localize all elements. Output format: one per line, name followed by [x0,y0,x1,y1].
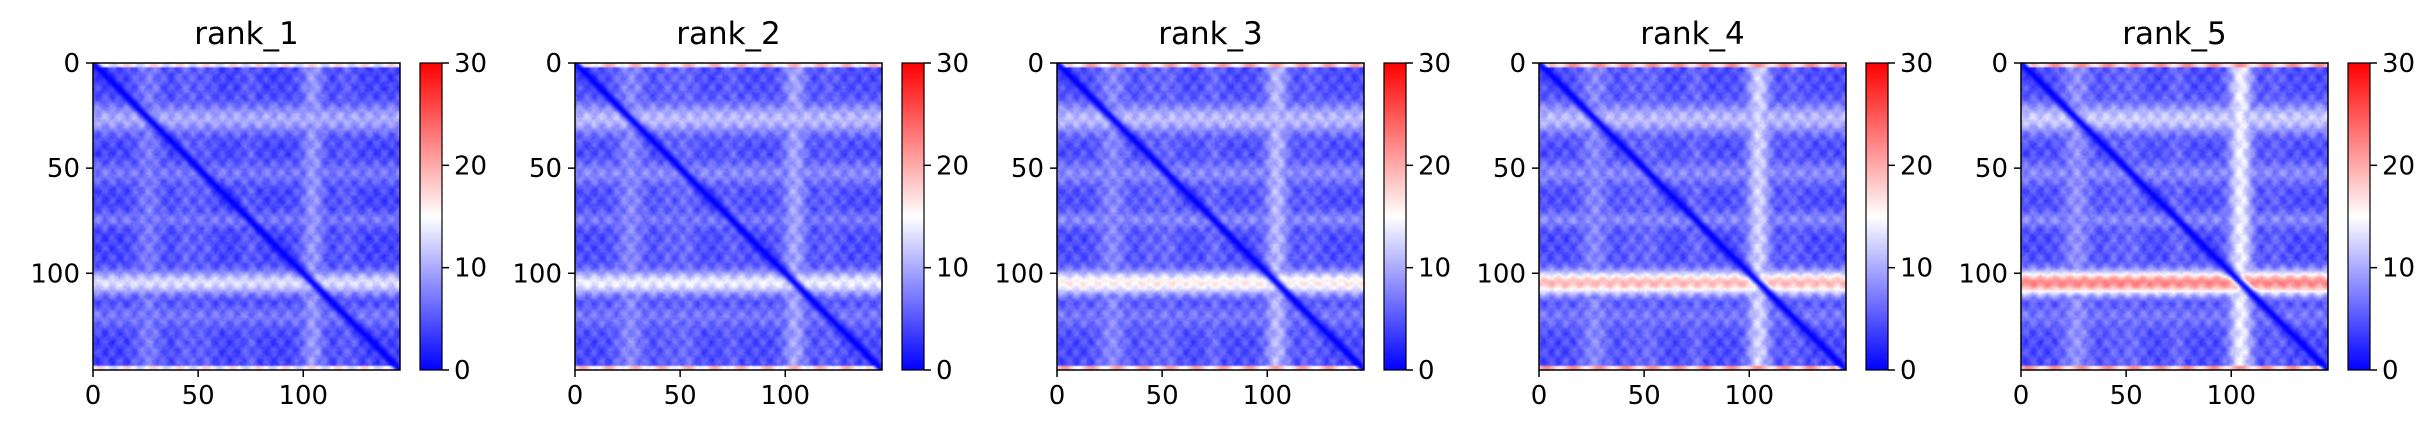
y-tick-label: 100 [30,259,80,289]
y-tick-label: 50 [1011,154,1044,184]
plot-frame [1538,62,1847,371]
y-tick-label: 50 [1975,154,2008,184]
heatmap-panel-3: rank_3 0 50 100 0 50 100 0 10 20 30 [994,16,1451,411]
colorbar-tick-label: 0 [936,356,953,386]
colorbar-tick-label: 10 [1418,254,1451,284]
heatmap-image [1539,63,1846,370]
panel-title: rank_3 [1158,16,1263,52]
y-tick-label: 50 [47,154,80,184]
x-tick-label: 100 [2206,381,2256,411]
plot-frame [574,62,883,371]
colorbar-tick-label: 0 [1900,356,1917,386]
x-tick-label: 0 [567,381,584,411]
y-tick-label: 0 [1991,49,2008,79]
y-tick-label: 100 [512,259,562,289]
colorbar-tick-label: 20 [1900,151,1933,181]
colorbar-tick-label: 30 [936,49,969,79]
plot-frame [92,62,401,371]
heatmap-panel-4: rank_4 0 50 100 0 50 100 0 10 20 30 [1476,16,1933,411]
colorbar [2347,62,2371,371]
y-tick-label: 0 [63,49,80,79]
heatmap-image [2021,63,2328,370]
colorbar [901,62,925,371]
y-tick-label: 100 [1476,259,1526,289]
colorbar-tick-label: 30 [1900,49,1933,79]
colorbar-tick-label: 20 [936,151,969,181]
x-tick-label: 50 [664,381,697,411]
plot-frame [1056,62,1365,371]
colorbar-tick-label: 20 [1418,151,1451,181]
y-tick-label: 0 [1509,49,1526,79]
x-tick-label: 0 [85,381,102,411]
x-tick-label: 50 [2110,381,2143,411]
panel-title: rank_4 [1640,16,1745,52]
panel-title: rank_2 [676,16,781,52]
colorbar-tick-label: 30 [2382,49,2415,79]
plot-frame [2020,62,2329,371]
colorbar-tick-label: 0 [454,356,471,386]
x-tick-label: 100 [278,381,328,411]
x-tick-label: 100 [1724,381,1774,411]
x-tick-label: 0 [1049,381,1066,411]
colorbar [419,62,443,371]
heatmap-panel-5: rank_5 0 50 100 0 50 100 0 10 20 30 [1958,16,2415,411]
panel-title: rank_5 [2122,16,2227,52]
y-tick-label: 50 [529,154,562,184]
colorbar-tick-label: 10 [454,254,487,284]
colorbar-tick-label: 10 [2382,254,2415,284]
colorbar-tick-label: 0 [2382,356,2399,386]
y-tick-label: 0 [545,49,562,79]
x-tick-label: 50 [1146,381,1179,411]
colorbar-tick-label: 10 [936,254,969,284]
heatmap-image [93,63,400,370]
y-tick-label: 100 [1958,259,2008,289]
heatmap-panel-1: rank_1 0 50 100 0 50 100 0 10 20 30 [30,16,487,411]
x-tick-label: 100 [760,381,810,411]
colorbar-tick-label: 30 [454,49,487,79]
colorbar-tick-label: 30 [1418,49,1451,79]
y-tick-label: 50 [1493,154,1526,184]
heatmap-panel-2: rank_2 0 50 100 0 50 100 0 10 20 30 [512,16,969,411]
x-tick-label: 50 [1628,381,1661,411]
x-tick-label: 100 [1242,381,1292,411]
colorbar-tick-label: 10 [1900,254,1933,284]
heatmap-image [1057,63,1364,370]
heatmap-image [575,63,882,370]
x-tick-label: 0 [2013,381,2030,411]
x-tick-label: 50 [182,381,215,411]
colorbar [1865,62,1889,371]
colorbar-tick-label: 20 [2382,151,2415,181]
colorbar-tick-label: 20 [454,151,487,181]
colorbar-tick-label: 0 [1418,356,1435,386]
y-tick-label: 0 [1027,49,1044,79]
y-tick-label: 100 [994,259,1044,289]
colorbar [1383,62,1407,371]
x-tick-label: 0 [1531,381,1548,411]
panel-title: rank_1 [194,16,299,52]
